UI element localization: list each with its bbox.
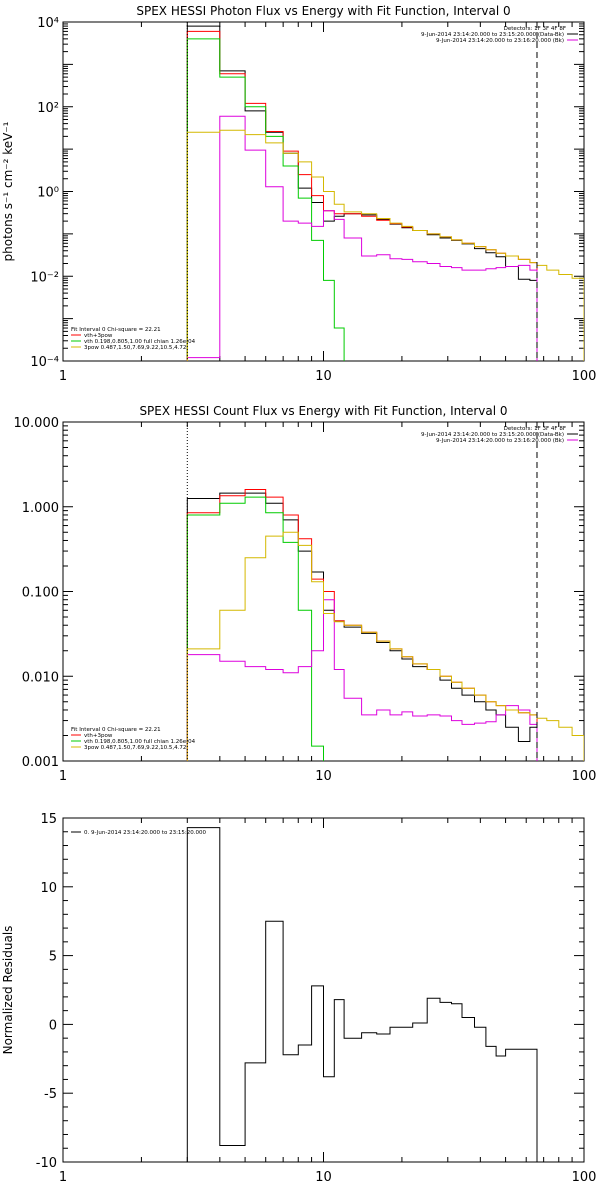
y-tick-label: 10² xyxy=(37,101,59,116)
y-tick-label: 5 xyxy=(49,950,57,965)
y-tick-label: 10.000 xyxy=(14,416,60,431)
x-tick-label: 1 xyxy=(59,1170,67,1185)
y-tick-label: -10 xyxy=(36,1156,57,1171)
plot-area xyxy=(186,827,538,1162)
y-tick-label: 0 xyxy=(49,1018,57,1033)
chart-panel-2: 1 10 100 0.001 0.010 0.100 1.000 10.000 SPEX HES… xyxy=(14,404,597,784)
detectors-label: Detectors: 1F 3F 4F 8F xyxy=(504,426,566,432)
y-tick-label: 0.010 xyxy=(22,670,59,685)
chart-panel-3: 1 10 100 -10 -5 0 5 10 15 Normalized Residuals 0. … xyxy=(1,812,596,1185)
y-tick-label: -5 xyxy=(44,1087,57,1102)
chart-panel-1: 1 10 100 10⁻⁴ 10⁻² 10⁰ 10² 10⁴ SPEX HESSI Photon… xyxy=(1,4,596,384)
y-tick-label: 15 xyxy=(40,812,57,827)
legend-entry: 3pow 0.487,1.50,7.69,9.22,10.5,4.72 xyxy=(84,745,186,751)
y-tick-label: 10⁻⁴ xyxy=(30,355,59,370)
detectors-label: Detectors: 1F 3F 4F 8F xyxy=(504,26,566,32)
plot-area xyxy=(186,22,584,361)
y-tick-label: 0.001 xyxy=(22,755,59,770)
x-tick-label: 1 xyxy=(59,769,67,784)
y-tick-label: 0.100 xyxy=(22,586,59,601)
chart-title: SPEX HESSI Count Flux vs Energy with Fit… xyxy=(139,404,507,418)
series-line xyxy=(186,599,538,761)
series-line xyxy=(186,531,584,761)
x-tick-label: 10 xyxy=(315,769,332,784)
fit-header: Fit Interval 0 Chi-square = 22.21 xyxy=(71,327,161,333)
fit-header: Fit Interval 0 Chi-square = 22.21 xyxy=(71,727,161,733)
legend-entry: vth 0.198,0.805,1.00 full chian 1.26e-04 xyxy=(84,739,196,745)
legend-entry: vth+3pow xyxy=(84,733,113,739)
x-tick-label: 10 xyxy=(315,1170,332,1185)
legend-entry: vth 0.198,0.805,1.00 full chian 1.26e-04 xyxy=(84,339,196,345)
y-tick-label: 10 xyxy=(40,881,57,896)
x-tick-label: 100 xyxy=(572,1170,597,1185)
chart-title: SPEX HESSI Photon Flux vs Energy with Fi… xyxy=(136,4,510,18)
legend-entry: 0. 9-Jun-2014 23:14:20.000 to 23:15:20.0… xyxy=(84,830,207,836)
x-tick-label: 100 xyxy=(572,769,597,784)
y-axis-label: photons s⁻¹ cm⁻² keV⁻¹ xyxy=(1,121,15,261)
y-axis-label: Normalized Residuals xyxy=(1,926,15,1055)
y-tick-label: 10⁰ xyxy=(37,186,59,201)
legend-entry: 9-Jun-2014 23:14:20.000 to 23:16:20.000 … xyxy=(436,438,564,444)
series-line xyxy=(186,38,345,361)
legend-entry: 9-Jun-2014 23:14:20.000 to 23:15:20.000 … xyxy=(421,432,564,438)
series-line xyxy=(186,115,538,361)
y-tick-label: 10⁻² xyxy=(30,270,59,285)
legend-entry: 3pow 0.487,1.50,7.69,9.22,10.5,4.72 xyxy=(84,345,186,351)
legend-entry: 9-Jun-2014 23:14:20.000 to 23:15:20.000 … xyxy=(421,32,564,38)
x-tick-label: 10 xyxy=(315,369,332,384)
x-tick-label: 100 xyxy=(572,369,597,384)
series-line xyxy=(186,492,538,761)
series-line xyxy=(186,827,538,1162)
series-line xyxy=(186,30,538,361)
series-line xyxy=(186,129,584,361)
series-line xyxy=(186,489,538,761)
y-tick-label: 10⁴ xyxy=(37,16,59,31)
legend-entry: 9-Jun-2014 23:14:20.000 to 23:16:20.000 … xyxy=(436,38,564,44)
x-tick-label: 1 xyxy=(59,369,67,384)
plot-area xyxy=(186,422,584,761)
series-line xyxy=(186,496,324,761)
legend-entry: vth+3pow xyxy=(84,333,113,339)
y-tick-label: 1.000 xyxy=(22,501,59,516)
